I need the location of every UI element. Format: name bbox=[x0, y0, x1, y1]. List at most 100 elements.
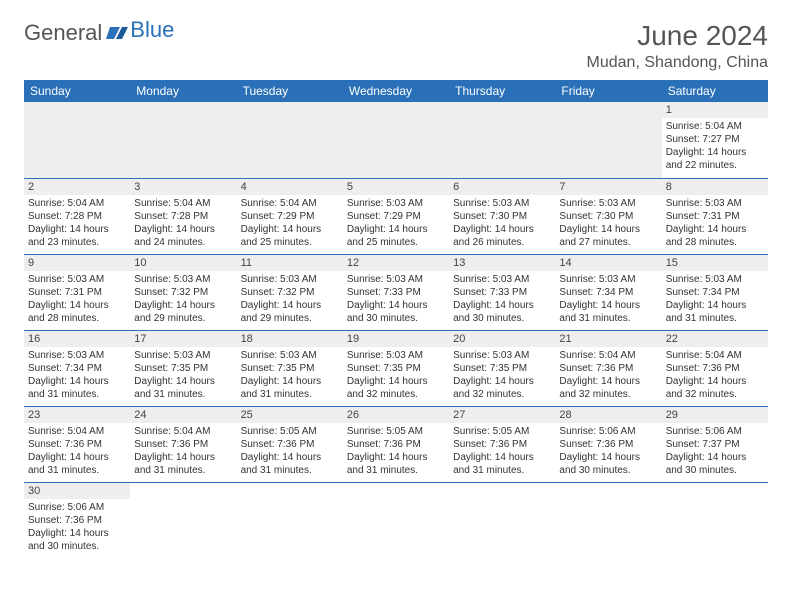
day-number: 11 bbox=[237, 255, 343, 271]
weekday-header: Tuesday bbox=[237, 80, 343, 102]
day-info: Sunrise: 5:03 AMSunset: 7:35 PMDaylight:… bbox=[241, 349, 339, 401]
day-info: Sunrise: 5:05 AMSunset: 7:36 PMDaylight:… bbox=[347, 425, 445, 477]
day-number: 3 bbox=[130, 179, 236, 195]
day-info: Sunrise: 5:06 AMSunset: 7:36 PMDaylight:… bbox=[28, 501, 126, 553]
title-block: June 2024 Mudan, Shandong, China bbox=[587, 20, 768, 72]
day-info: Sunrise: 5:03 AMSunset: 7:29 PMDaylight:… bbox=[347, 197, 445, 249]
day-cell: 14 Sunrise: 5:03 AMSunset: 7:34 PMDayligh… bbox=[555, 254, 661, 330]
day-info: Sunrise: 5:06 AMSunset: 7:37 PMDaylight:… bbox=[666, 425, 764, 477]
calendar-row: 30 Sunrise: 5:06 AMSunset: 7:36 PMDayligh… bbox=[24, 482, 768, 558]
calendar-row: 1Sunrise: 5:04 AMSunset: 7:27 PMDaylight… bbox=[24, 102, 768, 178]
empty-cell bbox=[662, 482, 768, 558]
day-cell: 17Sunrise: 5:03 AMSunset: 7:35 PMDayligh… bbox=[130, 330, 236, 406]
logo: General Blue bbox=[24, 20, 174, 46]
day-number: 5 bbox=[343, 179, 449, 195]
day-info: Sunrise: 5:03 AMSunset: 7:33 PMDaylight:… bbox=[453, 273, 551, 325]
day-cell: 12 Sunrise: 5:03 AMSunset: 7:33 PMDayligh… bbox=[343, 254, 449, 330]
day-cell: 28 Sunrise: 5:06 AMSunset: 7:36 PMDayligh… bbox=[555, 406, 661, 482]
calendar-row: 9Sunrise: 5:03 AMSunset: 7:31 PMDaylight… bbox=[24, 254, 768, 330]
day-cell: 27 Sunrise: 5:05 AMSunset: 7:36 PMDayligh… bbox=[449, 406, 555, 482]
day-number: 17 bbox=[130, 331, 236, 347]
day-cell: 21 Sunrise: 5:04 AMSunset: 7:36 PMDayligh… bbox=[555, 330, 661, 406]
day-number: 1 bbox=[662, 102, 768, 118]
day-info: Sunrise: 5:03 AMSunset: 7:33 PMDaylight:… bbox=[347, 273, 445, 325]
day-cell: 2Sunrise: 5:04 AMSunset: 7:28 PMDaylight… bbox=[24, 178, 130, 254]
day-info: Sunrise: 5:04 AMSunset: 7:36 PMDaylight:… bbox=[134, 425, 232, 477]
day-cell: 29 Sunrise: 5:06 AMSunset: 7:37 PMDayligh… bbox=[662, 406, 768, 482]
day-number: 21 bbox=[555, 331, 661, 347]
day-info: Sunrise: 5:06 AMSunset: 7:36 PMDaylight:… bbox=[559, 425, 657, 477]
day-info: Sunrise: 5:03 AMSunset: 7:35 PMDaylight:… bbox=[453, 349, 551, 401]
logo-text-general: General bbox=[24, 20, 102, 46]
day-cell: 1Sunrise: 5:04 AMSunset: 7:27 PMDaylight… bbox=[662, 102, 768, 178]
day-info: Sunrise: 5:04 AMSunset: 7:28 PMDaylight:… bbox=[134, 197, 232, 249]
day-cell: 19 Sunrise: 5:03 AMSunset: 7:35 PMDayligh… bbox=[343, 330, 449, 406]
weekday-header: Thursday bbox=[449, 80, 555, 102]
day-info: Sunrise: 5:05 AMSunset: 7:36 PMDaylight:… bbox=[453, 425, 551, 477]
weekday-header: Monday bbox=[130, 80, 236, 102]
day-number: 24 bbox=[130, 407, 236, 423]
weekday-header: Wednesday bbox=[343, 80, 449, 102]
day-info: Sunrise: 5:03 AMSunset: 7:34 PMDaylight:… bbox=[666, 273, 764, 325]
month-title: June 2024 bbox=[587, 20, 768, 52]
day-cell: 23Sunrise: 5:04 AMSunset: 7:36 PMDayligh… bbox=[24, 406, 130, 482]
day-number: 14 bbox=[555, 255, 661, 271]
flag-icon bbox=[106, 25, 128, 41]
day-info: Sunrise: 5:04 AMSunset: 7:36 PMDaylight:… bbox=[28, 425, 126, 477]
day-cell: 25 Sunrise: 5:05 AMSunset: 7:36 PMDayligh… bbox=[237, 406, 343, 482]
day-number: 30 bbox=[24, 483, 130, 499]
day-number: 28 bbox=[555, 407, 661, 423]
day-number: 19 bbox=[343, 331, 449, 347]
day-number: 26 bbox=[343, 407, 449, 423]
calendar-row: 23Sunrise: 5:04 AMSunset: 7:36 PMDayligh… bbox=[24, 406, 768, 482]
day-cell: 22Sunrise: 5:04 AMSunset: 7:36 PMDayligh… bbox=[662, 330, 768, 406]
day-number: 18 bbox=[237, 331, 343, 347]
day-cell: 10 Sunrise: 5:03 AMSunset: 7:32 PMDayligh… bbox=[130, 254, 236, 330]
weekday-header: Friday bbox=[555, 80, 661, 102]
day-cell: 30 Sunrise: 5:06 AMSunset: 7:36 PMDayligh… bbox=[24, 482, 130, 558]
day-number: 12 bbox=[343, 255, 449, 271]
day-number: 8 bbox=[662, 179, 768, 195]
day-number: 4 bbox=[237, 179, 343, 195]
day-cell: 26 Sunrise: 5:05 AMSunset: 7:36 PMDayligh… bbox=[343, 406, 449, 482]
day-number: 22 bbox=[662, 331, 768, 347]
day-number: 25 bbox=[237, 407, 343, 423]
day-number: 29 bbox=[662, 407, 768, 423]
day-cell: 15Sunrise: 5:03 AMSunset: 7:34 PMDayligh… bbox=[662, 254, 768, 330]
day-info: Sunrise: 5:03 AMSunset: 7:35 PMDaylight:… bbox=[347, 349, 445, 401]
weekday-header: Sunday bbox=[24, 80, 130, 102]
empty-cell bbox=[555, 102, 661, 178]
weekday-header-row: SundayMondayTuesdayWednesdayThursdayFrid… bbox=[24, 80, 768, 102]
day-info: Sunrise: 5:03 AMSunset: 7:31 PMDaylight:… bbox=[28, 273, 126, 325]
day-info: Sunrise: 5:03 AMSunset: 7:31 PMDaylight:… bbox=[666, 197, 764, 249]
weekday-header: Saturday bbox=[662, 80, 768, 102]
day-cell: 24 Sunrise: 5:04 AMSunset: 7:36 PMDayligh… bbox=[130, 406, 236, 482]
day-number: 10 bbox=[130, 255, 236, 271]
calendar-table: SundayMondayTuesdayWednesdayThursdayFrid… bbox=[24, 80, 768, 558]
empty-cell bbox=[343, 102, 449, 178]
day-info: Sunrise: 5:04 AMSunset: 7:29 PMDaylight:… bbox=[241, 197, 339, 249]
empty-cell bbox=[449, 102, 555, 178]
calendar-row: 16Sunrise: 5:03 AMSunset: 7:34 PMDayligh… bbox=[24, 330, 768, 406]
day-number: 16 bbox=[24, 331, 130, 347]
day-cell: 20 Sunrise: 5:03 AMSunset: 7:35 PMDayligh… bbox=[449, 330, 555, 406]
empty-cell bbox=[24, 102, 130, 178]
empty-cell bbox=[130, 482, 236, 558]
day-number: 20 bbox=[449, 331, 555, 347]
day-cell: 4 Sunrise: 5:04 AMSunset: 7:29 PMDaylight… bbox=[237, 178, 343, 254]
day-cell: 6Sunrise: 5:03 AMSunset: 7:30 PMDaylight… bbox=[449, 178, 555, 254]
day-info: Sunrise: 5:03 AMSunset: 7:30 PMDaylight:… bbox=[453, 197, 551, 249]
logo-text-blue: Blue bbox=[130, 17, 174, 42]
day-info: Sunrise: 5:04 AMSunset: 7:36 PMDaylight:… bbox=[559, 349, 657, 401]
day-info: Sunrise: 5:03 AMSunset: 7:34 PMDaylight:… bbox=[559, 273, 657, 325]
day-info: Sunrise: 5:03 AMSunset: 7:32 PMDaylight:… bbox=[134, 273, 232, 325]
empty-cell bbox=[130, 102, 236, 178]
day-number: 7 bbox=[555, 179, 661, 195]
day-info: Sunrise: 5:03 AMSunset: 7:30 PMDaylight:… bbox=[559, 197, 657, 249]
day-number: 27 bbox=[449, 407, 555, 423]
day-info: Sunrise: 5:05 AMSunset: 7:36 PMDaylight:… bbox=[241, 425, 339, 477]
day-cell: 7 Sunrise: 5:03 AMSunset: 7:30 PMDaylight… bbox=[555, 178, 661, 254]
day-cell: 13 Sunrise: 5:03 AMSunset: 7:33 PMDayligh… bbox=[449, 254, 555, 330]
day-number: 13 bbox=[449, 255, 555, 271]
day-cell: 18 Sunrise: 5:03 AMSunset: 7:35 PMDayligh… bbox=[237, 330, 343, 406]
